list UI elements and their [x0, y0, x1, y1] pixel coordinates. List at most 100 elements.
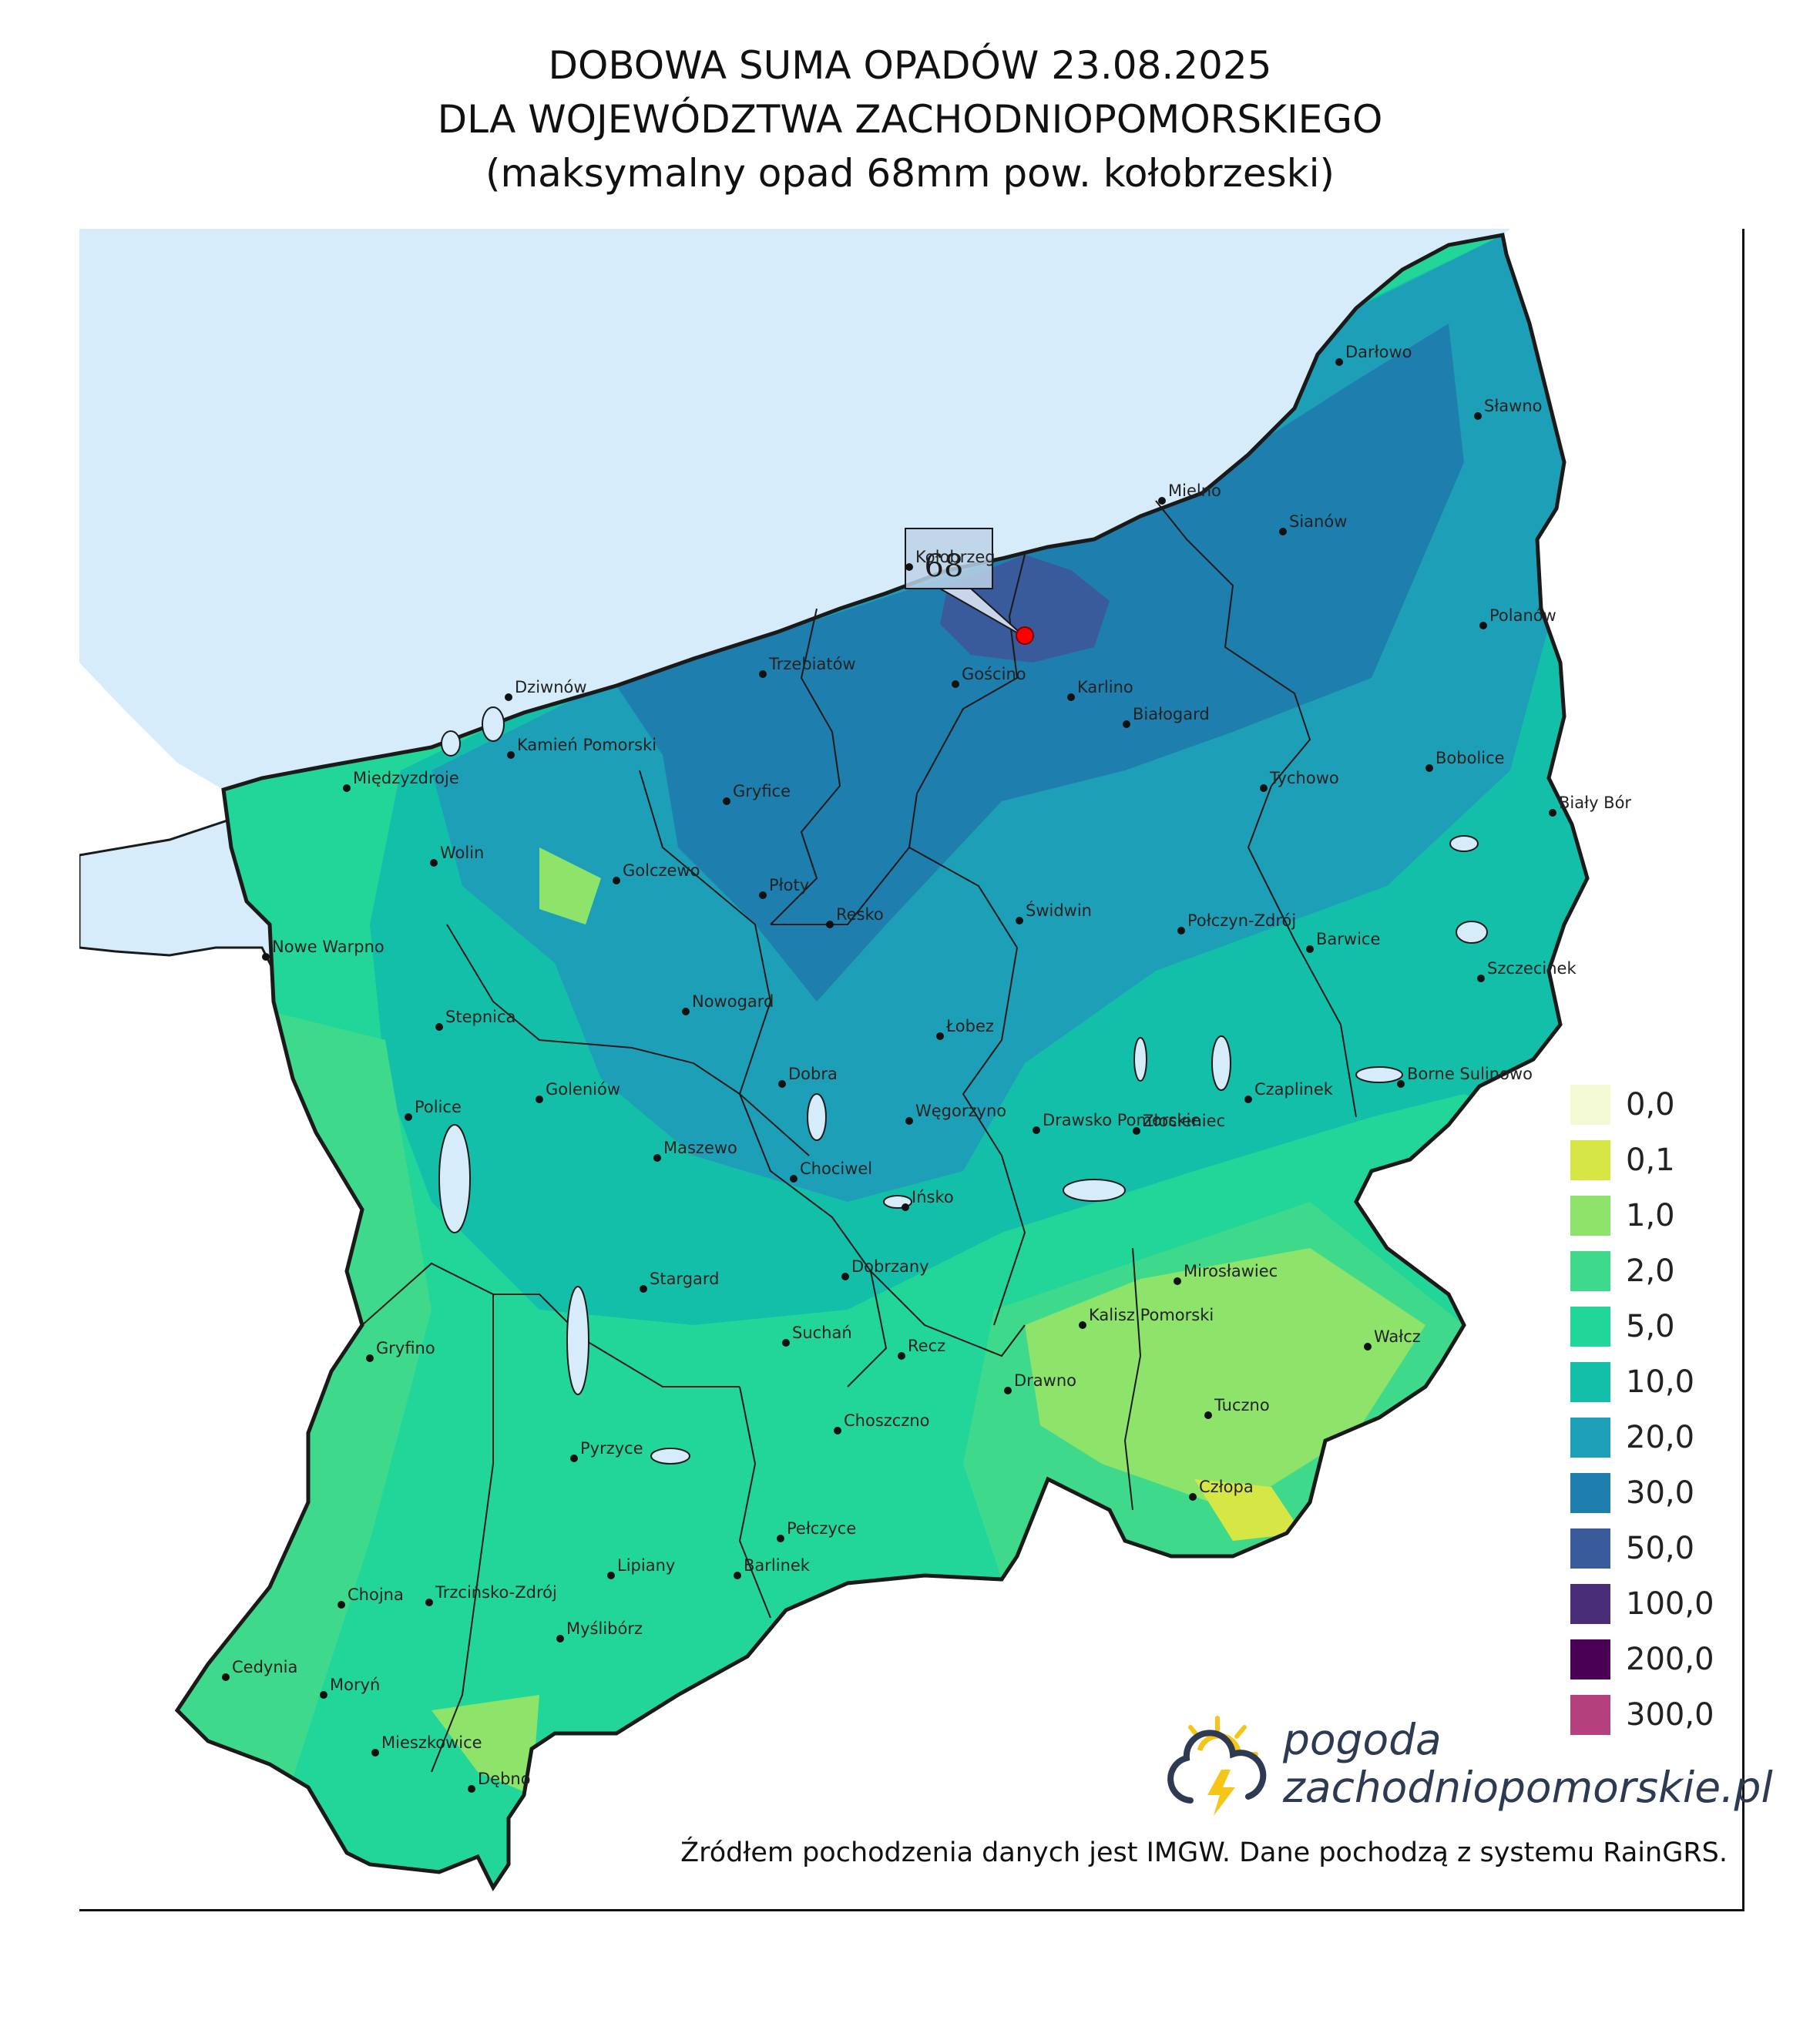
legend-swatch	[1570, 1196, 1610, 1236]
city-dot	[1174, 1277, 1181, 1285]
city-label: Kołobrzeg	[915, 548, 996, 566]
city-dot	[337, 1601, 345, 1609]
city-marker: Chojna	[337, 1585, 404, 1609]
city-dot	[1279, 528, 1287, 535]
city-label: Cedynia	[232, 1658, 297, 1676]
city-label: Mielno	[1168, 482, 1221, 500]
city-dot	[1474, 412, 1482, 420]
city-dot	[1477, 975, 1485, 982]
city-marker: Borne Sulinowo	[1397, 1065, 1533, 1088]
city-label: Gościno	[962, 665, 1026, 683]
city-dot	[556, 1635, 564, 1643]
city-label: Pyrzyce	[580, 1439, 643, 1458]
legend-label: 5,0	[1626, 1309, 1675, 1344]
city-label: Sławno	[1484, 397, 1543, 415]
city-label: Dobrzany	[851, 1257, 929, 1276]
city-label: Gryfice	[733, 782, 791, 800]
city-label: Dobra	[788, 1065, 838, 1083]
city-label: Barlinek	[744, 1556, 811, 1575]
city-dot	[613, 877, 620, 884]
city-label: Szczecinek	[1487, 959, 1577, 978]
city-marker: Łobez	[936, 1017, 994, 1040]
legend-label: 10,0	[1626, 1364, 1695, 1400]
title-line-1: DOBOWA SUMA OPADÓW 23.08.2025	[548, 43, 1272, 88]
city-dot	[777, 1535, 784, 1542]
max-value-point	[1016, 626, 1034, 645]
city-label: Resko	[836, 905, 884, 924]
city-label: Tychowo	[1269, 769, 1339, 787]
city-dot	[1479, 622, 1487, 629]
city-dot	[468, 1785, 475, 1793]
legend-label: 20,0	[1626, 1420, 1695, 1455]
city-label: Recz	[908, 1337, 945, 1355]
city-label: Człopa	[1199, 1478, 1254, 1496]
city-label: Moryń	[330, 1676, 380, 1694]
city-dot	[570, 1455, 578, 1462]
legend-swatch	[1570, 1362, 1610, 1402]
city-label: Sianów	[1289, 512, 1347, 531]
city-dot	[905, 1117, 913, 1125]
city-marker: Dobrzany	[841, 1257, 929, 1280]
legend-swatch	[1570, 1473, 1610, 1513]
city-dot	[1244, 1096, 1252, 1103]
city-dot	[1335, 358, 1343, 366]
city-marker: Połczyn-Zdrój	[1177, 911, 1296, 935]
city-marker: Gryfino	[366, 1339, 435, 1362]
city-marker: Myślibórz	[556, 1619, 643, 1643]
city-dot	[507, 751, 515, 759]
city-label: Nowe Warpno	[272, 938, 384, 956]
city-marker: Płoty	[759, 876, 809, 899]
baltic-sea	[79, 229, 1510, 790]
legend-swatch	[1570, 1584, 1610, 1624]
city-dot	[640, 1285, 647, 1293]
city-marker: Wałcz	[1364, 1327, 1421, 1351]
city-dot	[653, 1154, 661, 1162]
city-label: Mieszkowice	[381, 1733, 482, 1752]
city-label: Polanów	[1489, 606, 1556, 625]
city-marker: Sławno	[1474, 397, 1543, 420]
city-marker: Trzebiatów	[759, 655, 856, 678]
city-dot	[1016, 917, 1023, 924]
city-dot	[425, 1599, 433, 1606]
city-dot	[343, 784, 351, 792]
weather-logo-icon	[1167, 1716, 1267, 1816]
logo-line-2: zachodniopomorskie.pl	[1283, 1763, 1773, 1812]
city-label: Połczyn-Zdrój	[1187, 911, 1296, 930]
cities-layer: Darłowo Sławno Mielno Sianów Kołobrzeg Polanó…	[222, 343, 1631, 1793]
city-marker: Świdwin	[1016, 901, 1092, 924]
city-dot	[759, 670, 767, 678]
city-marker: Barlinek	[734, 1556, 811, 1579]
city-label: Dębno	[478, 1770, 531, 1788]
city-marker: Karlino	[1067, 678, 1133, 701]
city-marker: Choszczno	[834, 1411, 930, 1434]
title-line-2: DLA WOJEWÓDZTWA ZACHODNIOPOMORSKIEGO	[437, 97, 1383, 142]
city-dot	[902, 1203, 909, 1211]
city-marker: Drawno	[1004, 1371, 1076, 1394]
city-dot	[430, 859, 438, 867]
city-label: Bobolice	[1436, 749, 1505, 767]
city-marker: Tychowo	[1260, 769, 1339, 792]
city-label: Golczewo	[623, 861, 700, 880]
logo: pogoda zachodniopomorskie.pl	[1160, 1712, 1773, 1820]
precipitation-map: 68 Darłowo Sławno Mielno Sianów Kołobrzeg Pol…	[79, 229, 1742, 1909]
city-label: Drawno	[1014, 1371, 1076, 1390]
city-marker: Kołobrzeg	[905, 548, 996, 571]
city-marker: Dębno	[468, 1770, 531, 1793]
city-dot	[898, 1352, 905, 1360]
city-dot	[936, 1032, 944, 1040]
city-dot	[778, 1080, 786, 1088]
city-marker: Chociwel	[790, 1159, 872, 1183]
city-label: Międzyzdroje	[353, 769, 459, 787]
city-dot	[1364, 1343, 1372, 1351]
city-dot	[826, 921, 834, 928]
legend-swatch	[1570, 1528, 1610, 1569]
city-marker: Tuczno	[1204, 1396, 1270, 1419]
city-dot	[1549, 809, 1556, 817]
city-marker: Pełczyce	[777, 1519, 856, 1542]
city-label: Drawsko Pomorskie	[1043, 1111, 1200, 1129]
city-label: Tuczno	[1214, 1396, 1270, 1414]
city-marker: Mirosławiec	[1174, 1262, 1278, 1285]
city-marker: Maszewo	[653, 1139, 737, 1162]
city-label: Świdwin	[1026, 901, 1092, 920]
legend-swatch	[1570, 1695, 1610, 1735]
